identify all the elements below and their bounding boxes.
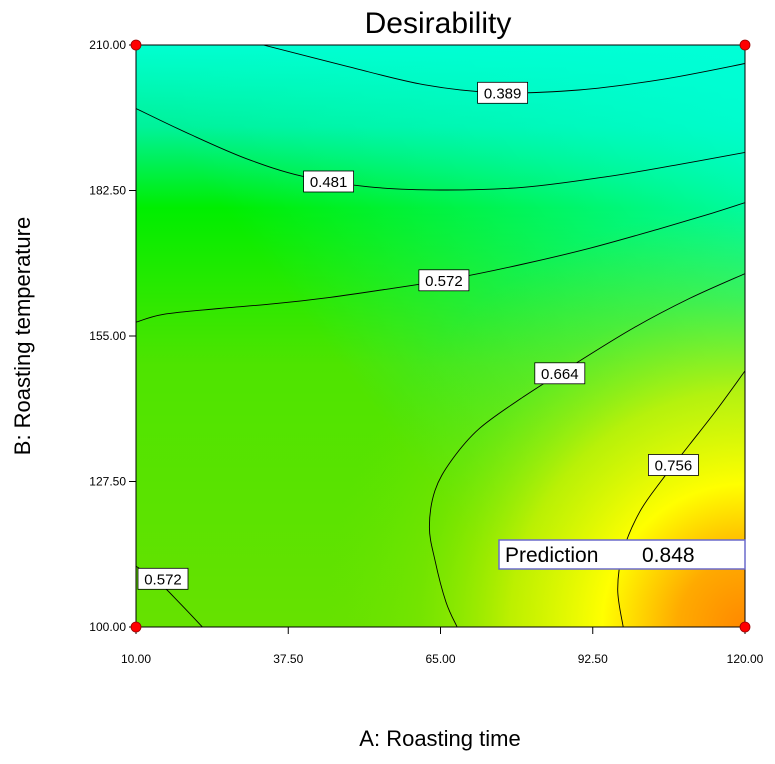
prediction-label: Prediction (505, 544, 598, 567)
x-tick-label: 120.00 (727, 652, 764, 666)
x-tick-label: 65.00 (425, 652, 455, 666)
contour-label-box (418, 269, 470, 292)
design-points (130, 39, 751, 633)
contour-label-box (303, 170, 355, 193)
contour-label-box (477, 81, 529, 104)
design-point (130, 621, 142, 633)
contour-label-text: 0.572 (425, 273, 463, 290)
contour-label-text: 0.664 (541, 366, 579, 383)
y-tick-label: 127.50 (89, 475, 126, 489)
x-axis-ticks: 10.00 37.50 65.00 92.50 120.00 (121, 627, 764, 666)
contour-label-0.481-1: 0.481 (303, 170, 355, 193)
y-tick-label: 182.50 (89, 184, 126, 198)
contour-label-0.756-5: 0.756 (648, 454, 699, 476)
chart-title: Desirability (365, 7, 512, 40)
x-tick-label: 92.50 (578, 652, 608, 666)
contour-label-0.664-4: 0.664 (534, 362, 586, 385)
y-axis-label: B: Roasting temperature (10, 217, 35, 455)
x-tick-label: 10.00 (121, 652, 151, 666)
contour-label-text: 0.481 (310, 174, 348, 191)
contour-label-box (137, 567, 189, 590)
x-axis-label: A: Roasting time (359, 726, 520, 751)
contour-lines (136, 45, 745, 627)
x-tick-label: 37.50 (273, 652, 303, 666)
contour-line-0.756-5 (617, 370, 745, 627)
contour-label-0.389-0: 0.389 (477, 81, 529, 104)
design-point (130, 39, 142, 51)
high-desirability-region (136, 45, 745, 627)
prediction-value: 0.848 (642, 544, 695, 567)
contour-label-box (648, 454, 699, 476)
contour-line-0.481-1 (136, 108, 745, 191)
design-point (739, 621, 751, 633)
contour-label-0.572-2: 0.572 (418, 269, 470, 292)
contour-labels: 0.389 0.481 0.572 0.572 0.664 0.756 (137, 81, 699, 590)
design-point (739, 39, 751, 51)
y-tick-label: 155.00 (89, 329, 126, 343)
prediction-flag: Prediction 0.848 (498, 539, 746, 570)
contour-line-0.664-4 (428, 273, 745, 627)
contour-label-text: 0.389 (484, 85, 522, 102)
y-tick-label: 210.00 (89, 38, 126, 52)
prediction-box (498, 539, 746, 570)
contour-label-0.572-3: 0.572 (137, 567, 189, 590)
y-axis-ticks: 100.00 127.50 155.00 182.50 210.00 (89, 38, 136, 634)
contour-label-text: 0.756 (655, 458, 693, 475)
contour-label-box (534, 362, 586, 385)
contour-label-text: 0.572 (144, 571, 182, 588)
y-tick-label: 100.00 (89, 620, 126, 634)
